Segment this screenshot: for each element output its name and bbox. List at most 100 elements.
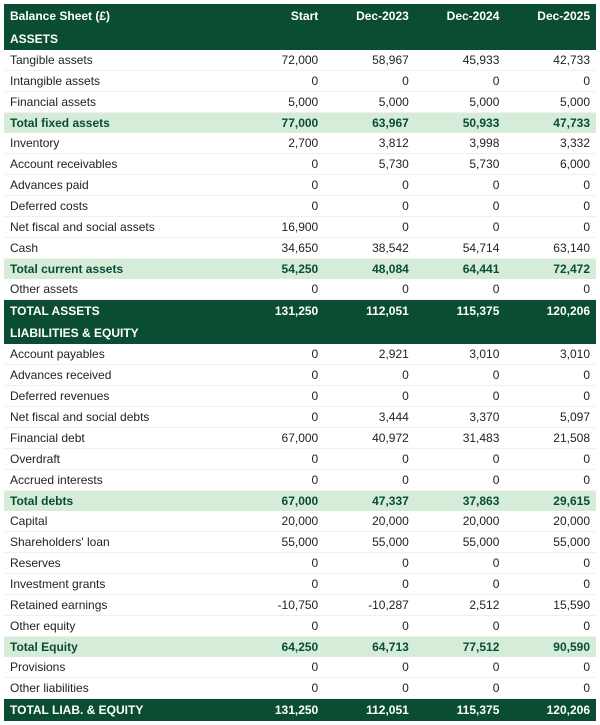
row-value: 21,508 — [505, 428, 596, 449]
subtotal-value: 67,000 — [247, 491, 325, 512]
row-label: Net fiscal and social assets — [4, 217, 247, 238]
row-label: Financial assets — [4, 92, 247, 113]
row-value: 5,730 — [324, 154, 415, 175]
row-label: Deferred revenues — [4, 386, 247, 407]
row-value: 0 — [505, 175, 596, 196]
table-row: Retained earnings-10,750-10,2872,51215,5… — [4, 595, 596, 616]
row-value: 16,900 — [247, 217, 325, 238]
row-value: 3,010 — [415, 344, 506, 365]
table-row: Intangible assets0000 — [4, 71, 596, 92]
row-label: Other liabilities — [4, 678, 247, 699]
total-value: 112,051 — [324, 699, 415, 722]
row-value: 0 — [324, 279, 415, 300]
row-label: Capital — [4, 511, 247, 532]
row-label: Advances received — [4, 365, 247, 386]
table-row: Capital20,00020,00020,00020,000 — [4, 511, 596, 532]
total-row: TOTAL LIAB. & EQUITY131,250112,051115,37… — [4, 699, 596, 722]
row-value: 0 — [247, 678, 325, 699]
table-row: Financial debt67,00040,97231,48321,508 — [4, 428, 596, 449]
row-value: 0 — [505, 386, 596, 407]
row-value: 5,097 — [505, 407, 596, 428]
row-value: 0 — [247, 449, 325, 470]
row-value: 15,590 — [505, 595, 596, 616]
row-value: 0 — [415, 71, 506, 92]
row-value: 0 — [415, 196, 506, 217]
table-row: Net fiscal and social debts03,4443,3705,… — [4, 407, 596, 428]
table-row: Provisions0000 — [4, 657, 596, 678]
table-row: Other assets0000 — [4, 279, 596, 300]
row-value: 3,444 — [324, 407, 415, 428]
table-row: Account payables02,9213,0103,010 — [4, 344, 596, 365]
row-label: Other equity — [4, 616, 247, 637]
subtotal-row: Total Equity64,25064,71377,51290,590 — [4, 637, 596, 658]
total-value: 115,375 — [415, 699, 506, 722]
total-row: TOTAL ASSETS131,250112,051115,375120,206 — [4, 300, 596, 323]
row-label: Accrued interests — [4, 470, 247, 491]
row-label: Account payables — [4, 344, 247, 365]
row-value: 0 — [247, 344, 325, 365]
row-value: 0 — [505, 279, 596, 300]
row-value: 0 — [324, 470, 415, 491]
row-value: 0 — [415, 279, 506, 300]
subtotal-value: 47,337 — [324, 491, 415, 512]
subtotal-label: Total debts — [4, 491, 247, 512]
row-value: 72,000 — [247, 50, 325, 71]
row-value: 3,010 — [505, 344, 596, 365]
row-value: 0 — [324, 71, 415, 92]
subtotal-label: Total current assets — [4, 259, 247, 280]
row-value: 0 — [324, 553, 415, 574]
row-value: 0 — [505, 449, 596, 470]
row-value: 0 — [415, 657, 506, 678]
row-value: 6,000 — [505, 154, 596, 175]
subtotal-value: 72,472 — [505, 259, 596, 280]
row-value: 0 — [247, 196, 325, 217]
row-label: Overdraft — [4, 449, 247, 470]
row-value: 0 — [415, 217, 506, 238]
row-value: 0 — [415, 175, 506, 196]
row-value: 40,972 — [324, 428, 415, 449]
col-header: Dec-2024 — [415, 4, 506, 28]
section-row: LIABILITIES & EQUITY — [4, 322, 596, 344]
row-value: 55,000 — [415, 532, 506, 553]
row-value: 45,933 — [415, 50, 506, 71]
subtotal-label: Total fixed assets — [4, 113, 247, 134]
row-value: 31,483 — [415, 428, 506, 449]
row-value: 54,714 — [415, 238, 506, 259]
subtotal-value: 50,933 — [415, 113, 506, 134]
row-value: 0 — [415, 678, 506, 699]
row-value: 38,542 — [324, 238, 415, 259]
subtotal-value: 47,733 — [505, 113, 596, 134]
section-label: LIABILITIES & EQUITY — [4, 322, 596, 344]
row-value: 20,000 — [324, 511, 415, 532]
row-value: 0 — [324, 678, 415, 699]
row-label: Tangible assets — [4, 50, 247, 71]
subtotal-value: 37,863 — [415, 491, 506, 512]
subtotal-value: 63,967 — [324, 113, 415, 134]
total-value: 115,375 — [415, 300, 506, 323]
subtotal-row: Total current assets54,25048,08464,44172… — [4, 259, 596, 280]
row-value: 3,332 — [505, 133, 596, 154]
table-row: Advances paid0000 — [4, 175, 596, 196]
table-row: Reserves0000 — [4, 553, 596, 574]
row-value: 2,700 — [247, 133, 325, 154]
row-label: Financial debt — [4, 428, 247, 449]
row-value: 3,998 — [415, 133, 506, 154]
subtotal-row: Total debts67,00047,33737,86329,615 — [4, 491, 596, 512]
table-row: Accrued interests0000 — [4, 470, 596, 491]
row-value: -10,750 — [247, 595, 325, 616]
row-value: 0 — [247, 279, 325, 300]
row-label: Advances paid — [4, 175, 247, 196]
subtotal-row: Total fixed assets77,00063,96750,93347,7… — [4, 113, 596, 134]
row-value: 0 — [247, 553, 325, 574]
table-row: Financial assets5,0005,0005,0005,000 — [4, 92, 596, 113]
row-value: 3,812 — [324, 133, 415, 154]
row-value: 0 — [247, 470, 325, 491]
row-value: 0 — [505, 470, 596, 491]
row-value: 3,370 — [415, 407, 506, 428]
row-value: 63,140 — [505, 238, 596, 259]
total-label: TOTAL ASSETS — [4, 300, 247, 323]
total-value: 131,250 — [247, 699, 325, 722]
row-value: 5,000 — [247, 92, 325, 113]
subtotal-label: Total Equity — [4, 637, 247, 658]
total-value: 120,206 — [505, 300, 596, 323]
